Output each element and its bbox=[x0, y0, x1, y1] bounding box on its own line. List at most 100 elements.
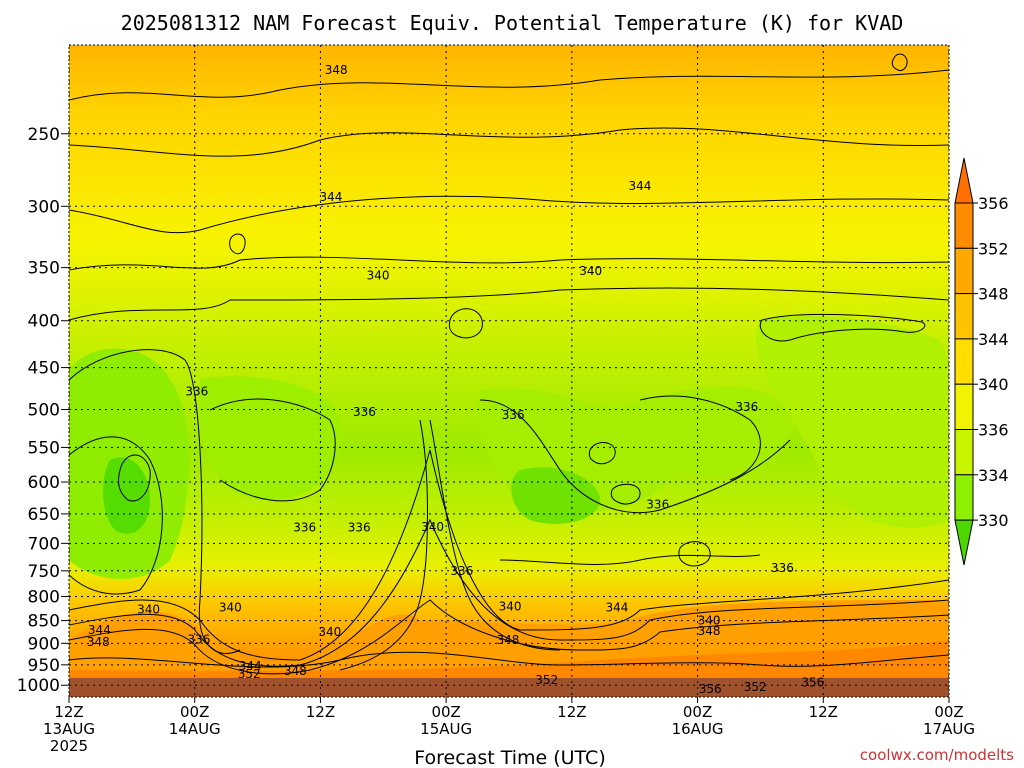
colorbar-segment-6 bbox=[954, 474, 974, 521]
contour-line-23 bbox=[891, 53, 908, 71]
colorbar-label-334: 334 bbox=[978, 466, 1009, 485]
field-blob-4 bbox=[755, 316, 949, 528]
y-tick-label-800: 800 bbox=[28, 587, 60, 607]
x-tick-label-5-2: 16AUG bbox=[672, 720, 724, 738]
contour-label-6: 336 bbox=[353, 405, 376, 419]
colorbar-top-arrow bbox=[954, 157, 974, 204]
y-tick-label-950: 950 bbox=[28, 656, 60, 676]
x-tick-label-0-2: 13AUG bbox=[43, 720, 95, 738]
contour-label-31: 356 bbox=[699, 682, 722, 696]
x-tick-label-7-1: 00Z bbox=[934, 703, 963, 721]
colorbar-label-336: 336 bbox=[978, 421, 1009, 440]
contour-label-32: 356 bbox=[801, 675, 824, 689]
y-axis-ticks: 2503003504004505005506006507007508008509… bbox=[17, 125, 69, 696]
contour-line-20 bbox=[610, 483, 641, 505]
ground-below-surface bbox=[69, 678, 949, 697]
colorbar-segment-0 bbox=[954, 202, 974, 249]
contour-line-2 bbox=[69, 195, 949, 234]
y-tick-label-250: 250 bbox=[28, 125, 60, 145]
grid-lines bbox=[69, 45, 949, 697]
credit-text: coolwx.com/modelts bbox=[860, 746, 1014, 764]
contour-label-25: 348 bbox=[496, 633, 519, 647]
contour-label-15: 340 bbox=[137, 603, 160, 617]
y-tick-label-400: 400 bbox=[28, 312, 60, 332]
x-tick-label-1-1: 00Z bbox=[180, 703, 209, 721]
contour-line-6 bbox=[69, 436, 163, 595]
contour-label-21: 336 bbox=[187, 632, 210, 646]
x-tick-label-5-1: 00Z bbox=[683, 703, 712, 721]
y-tick-label-650: 650 bbox=[28, 505, 60, 525]
contour-label-26: 344 bbox=[605, 601, 628, 615]
contour-label-0: 348 bbox=[325, 63, 348, 77]
colorbar-label-348: 348 bbox=[978, 285, 1009, 304]
y-tick-label-600: 600 bbox=[28, 473, 60, 493]
y-tick-label-500: 500 bbox=[28, 401, 60, 421]
contour-label-9: 336 bbox=[646, 498, 669, 512]
colorbar-segment-1 bbox=[954, 247, 974, 295]
x-tick-label-7-2: 17AUG bbox=[923, 720, 975, 738]
field-blob-1 bbox=[103, 457, 150, 534]
contour-line-11 bbox=[499, 554, 761, 565]
x-axis-label: Forecast Time (UTC) bbox=[414, 747, 605, 768]
contour-label-22: 344 bbox=[239, 659, 262, 673]
contour-label-2: 344 bbox=[628, 179, 651, 193]
colorbar-label-344: 344 bbox=[978, 330, 1009, 349]
contour-line-1 bbox=[69, 127, 949, 157]
y-tick-label-900: 900 bbox=[28, 634, 60, 654]
contour-line-13 bbox=[69, 449, 949, 661]
y-tick-label-1000: 1000 bbox=[17, 676, 60, 696]
x-tick-label-0-1: 12Z bbox=[54, 703, 83, 721]
plot-frame bbox=[68, 44, 950, 698]
contour-label-10: 336 bbox=[293, 521, 316, 535]
colorbar-segment-2 bbox=[954, 293, 974, 340]
contour-label-3: 340 bbox=[367, 268, 390, 282]
contour-line-10 bbox=[479, 399, 791, 514]
contour-label-11: 336 bbox=[348, 521, 371, 535]
colorbar-segment-3 bbox=[954, 338, 974, 385]
contour-line-5 bbox=[69, 349, 241, 654]
colorbar-label-352: 352 bbox=[978, 239, 1009, 258]
contour-label-27: 340 bbox=[698, 614, 721, 628]
contour-line-18 bbox=[448, 308, 483, 339]
contour-line-0 bbox=[69, 69, 949, 101]
contour-label-28: 348 bbox=[698, 624, 721, 638]
contour-label-13: 336 bbox=[450, 564, 473, 578]
contour-label-19: 344 bbox=[88, 623, 111, 637]
contour-line-9 bbox=[429, 419, 561, 651]
contour-label-1: 344 bbox=[319, 190, 342, 204]
y-tick-label-350: 350 bbox=[28, 259, 60, 279]
y-tick-label-550: 550 bbox=[28, 438, 60, 458]
contour-line-24 bbox=[229, 233, 246, 255]
contour-line-7 bbox=[209, 398, 336, 502]
contour-label-12: 340 bbox=[421, 520, 444, 534]
contour-label-7: 336 bbox=[502, 408, 525, 422]
y-tick-label-750: 750 bbox=[28, 562, 60, 582]
contour-line-19 bbox=[588, 442, 616, 465]
colorbar-label-340: 340 bbox=[978, 375, 1009, 394]
x-tick-label-1-2: 14AUG bbox=[169, 720, 221, 738]
x-tick-label-0-3: 2025 bbox=[50, 737, 88, 755]
contour-label-17: 340 bbox=[318, 625, 341, 639]
x-tick-label-3-1: 00Z bbox=[431, 703, 460, 721]
contour-label-30: 352 bbox=[744, 680, 767, 694]
contour-label-18: 340 bbox=[499, 599, 522, 613]
contour-label-20: 348 bbox=[87, 635, 110, 649]
colorbar-segment-5 bbox=[954, 429, 974, 476]
y-tick-label-700: 700 bbox=[28, 534, 60, 554]
contour-line-3 bbox=[69, 256, 949, 271]
x-tick-label-4-1: 12Z bbox=[557, 703, 586, 721]
contour-label-16: 340 bbox=[219, 601, 242, 615]
contour-line-4 bbox=[69, 287, 949, 321]
contour-line-22 bbox=[759, 313, 926, 342]
field-blob-5 bbox=[511, 467, 600, 524]
contour-label-5: 336 bbox=[185, 385, 208, 399]
contour-line-12 bbox=[639, 395, 761, 481]
contour-line-21 bbox=[678, 541, 711, 567]
x-tick-label-3-2: 15AUG bbox=[420, 720, 472, 738]
colorbar-bottom-arrow bbox=[954, 519, 974, 566]
contour-line-14 bbox=[69, 518, 949, 667]
contour-label-8: 336 bbox=[735, 400, 758, 414]
